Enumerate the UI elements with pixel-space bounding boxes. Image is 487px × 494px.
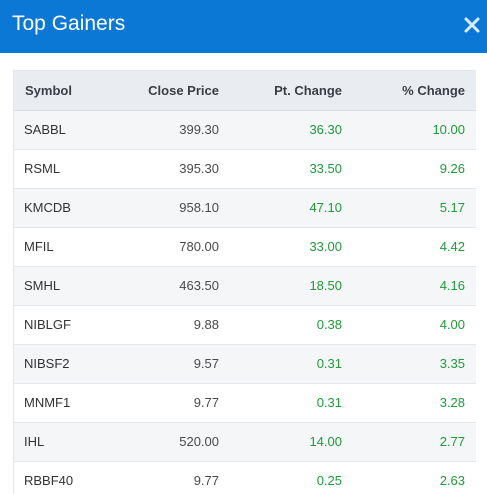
table-row[interactable]: RBBF40 9.77 0.25 2.63 — [14, 461, 476, 494]
pt-change-cell: 14.00 — [309, 434, 342, 449]
column-header-close-price[interactable]: Close Price — [112, 71, 230, 111]
symbol-cell: IHL — [24, 434, 45, 449]
close-button[interactable] — [463, 14, 481, 36]
pct-change-cell: 10.00 — [432, 122, 465, 137]
pt-change-cell: 0.25 — [316, 473, 342, 489]
table-body: SABBL 399.30 36.30 10.00 RSML 395.30 33.50 9.26… — [14, 110, 476, 494]
close-price-cell: 780.00 — [179, 239, 219, 254]
pt-change-cell: 0.31 — [316, 356, 342, 371]
symbol-cell: NIBLGF — [24, 317, 71, 332]
pct-change-cell: 5.17 — [439, 200, 465, 215]
modal-title: Top Gainers — [12, 12, 126, 35]
symbol-cell: SABBL — [24, 122, 66, 137]
symbol-cell: MFIL — [24, 239, 54, 254]
column-header-pct-change[interactable]: % Change — [353, 71, 476, 111]
symbol-cell: MNMF1 — [24, 395, 71, 410]
column-header-pt-change[interactable]: Pt. Change — [230, 71, 353, 111]
symbol-cell: SMHL — [24, 278, 61, 293]
table-row[interactable]: IHL 520.00 14.00 2.77 — [14, 422, 476, 461]
table-row[interactable]: NIBSF2 9.57 0.31 3.35 — [14, 344, 476, 383]
pct-change-cell: 2.77 — [439, 434, 465, 449]
pt-change-cell: 36.30 — [309, 122, 342, 137]
symbol-cell: RSML — [24, 161, 61, 176]
close-price-cell: 463.50 — [179, 278, 219, 293]
close-price-cell: 9.77 — [193, 395, 219, 410]
gainers-table: Symbol Close Price Pt. Change % Change S… — [14, 71, 476, 494]
symbol-cell: RBBF40 — [24, 473, 74, 489]
gainers-table-container: Symbol Close Price Pt. Change % Change S… — [13, 70, 476, 494]
pct-change-cell: 3.35 — [439, 356, 465, 371]
table-row[interactable]: RSML 395.30 33.50 9.26 — [14, 149, 476, 188]
pct-change-cell: 4.00 — [439, 317, 465, 332]
close-price-cell: 395.30 — [179, 161, 219, 176]
table-row[interactable]: SABBL 399.30 36.30 10.00 — [14, 110, 476, 149]
table-header-row: Symbol Close Price Pt. Change % Change — [14, 71, 476, 111]
column-header-symbol[interactable]: Symbol — [14, 71, 112, 111]
pct-change-cell: 4.42 — [439, 239, 465, 254]
pt-change-cell: 0.31 — [316, 395, 342, 410]
pt-change-cell: 18.50 — [309, 278, 342, 293]
symbol-cell: KMCDB — [24, 200, 71, 215]
close-price-cell: 958.10 — [179, 200, 219, 215]
pct-change-cell: 4.16 — [439, 278, 465, 293]
table-row[interactable]: MFIL 780.00 33.00 4.42 — [14, 227, 476, 266]
pct-change-cell: 3.28 — [439, 395, 465, 410]
close-icon — [464, 17, 480, 33]
pct-change-cell: 2.63 — [439, 473, 465, 489]
close-price-cell: 9.88 — [193, 317, 219, 332]
pt-change-cell: 33.00 — [309, 239, 342, 254]
symbol-cell: NIBSF2 — [24, 356, 70, 371]
close-price-cell: 9.57 — [193, 356, 219, 371]
table-row[interactable]: SMHL 463.50 18.50 4.16 — [14, 266, 476, 305]
pct-change-cell: 9.26 — [439, 161, 465, 176]
pt-change-cell: 33.50 — [309, 161, 342, 176]
close-price-cell: 9.77 — [193, 473, 219, 489]
table-row[interactable]: NIBLGF 9.88 0.38 4.00 — [14, 305, 476, 344]
close-price-cell: 520.00 — [179, 434, 219, 449]
pt-change-cell: 47.10 — [309, 200, 342, 215]
table-row[interactable]: MNMF1 9.77 0.31 3.28 — [14, 383, 476, 422]
table-row[interactable]: KMCDB 958.10 47.10 5.17 — [14, 188, 476, 227]
close-price-cell: 399.30 — [179, 122, 219, 137]
modal-header: Top Gainers — [0, 0, 487, 53]
pt-change-cell: 0.38 — [316, 317, 342, 332]
